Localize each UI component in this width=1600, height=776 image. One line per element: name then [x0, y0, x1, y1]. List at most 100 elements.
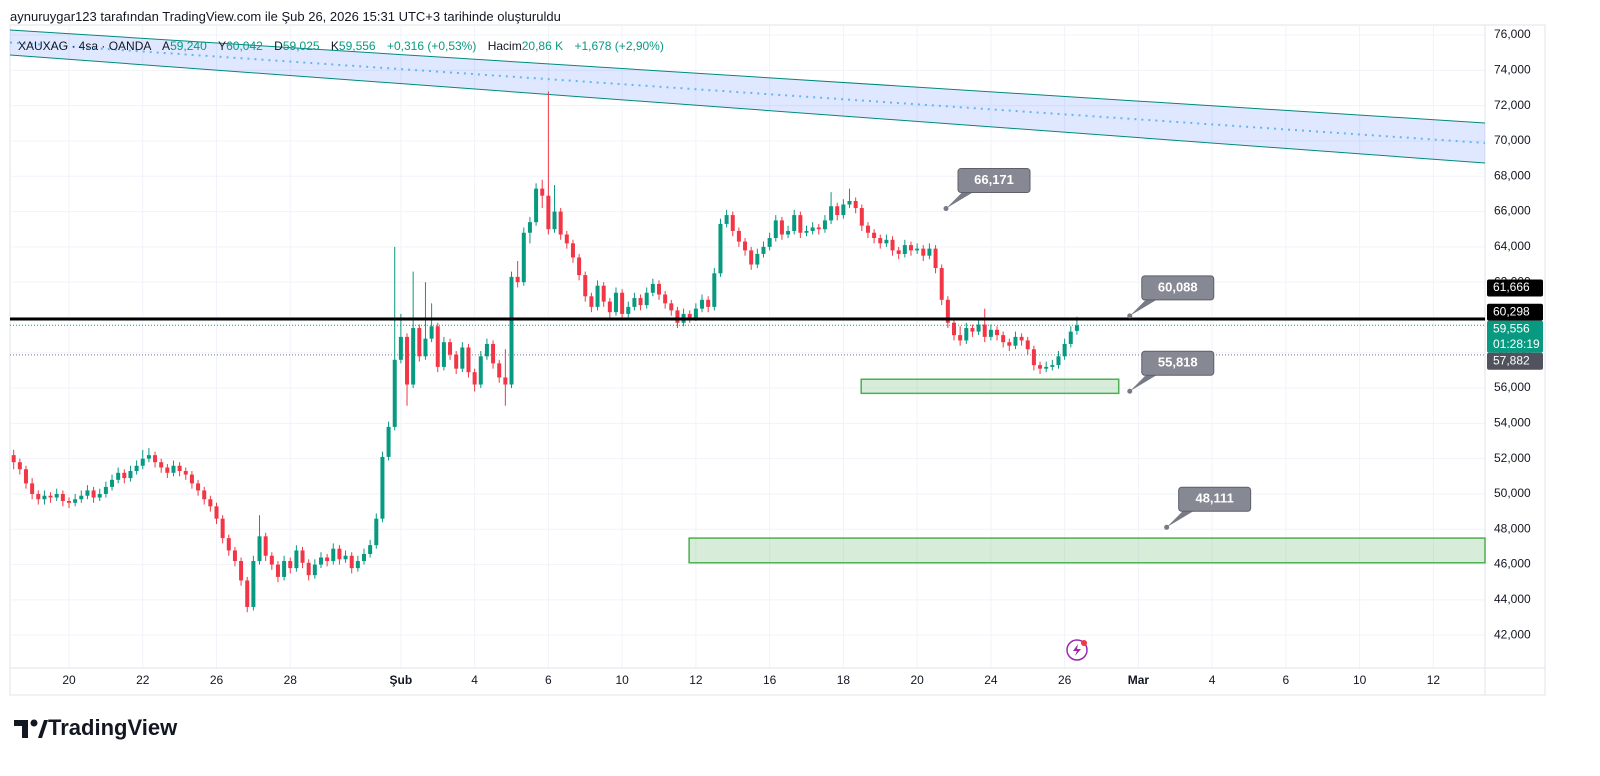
y-tick-label: 50,000 [1494, 486, 1531, 500]
candle-body [792, 215, 797, 231]
plot: 42,000 44,000 46,000 48,000 50,000 52,000 54,0… [9, 25, 1545, 695]
candle-body [251, 561, 256, 607]
y-tick-label: 48,000 [1494, 521, 1531, 535]
candle-body [650, 283, 655, 293]
candle-body [423, 338, 428, 357]
candle-body [718, 223, 723, 274]
candle-body [1056, 356, 1061, 366]
candle-body [669, 303, 674, 311]
candle-body [835, 206, 840, 216]
price-badge-label: 59,556 [1493, 321, 1530, 335]
candle-body [306, 562, 311, 576]
note-anchor [1127, 313, 1133, 319]
candle-body [312, 564, 317, 576]
candle-body [552, 211, 557, 230]
candle-body [343, 555, 348, 560]
note-label: 66,171 [974, 172, 1014, 187]
y-tick-label: 72,000 [1494, 98, 1531, 112]
candle-body [30, 483, 35, 494]
price-badge [1487, 352, 1543, 370]
candle-body [577, 257, 582, 276]
note-label: 55,818 [1158, 355, 1198, 370]
candle-body [995, 329, 1000, 336]
y-tick-label: 42,000 [1494, 627, 1531, 641]
candle-body [1025, 340, 1030, 350]
candle-body [448, 342, 453, 355]
candle-body [380, 456, 385, 519]
candle-body [540, 188, 545, 196]
candle-body [798, 215, 803, 233]
candle-body [632, 298, 637, 307]
alert-icon [1066, 639, 1088, 661]
y-tick-label: 44,000 [1494, 592, 1531, 606]
candle-body [466, 347, 471, 373]
candle-body [103, 486, 108, 494]
candle-body [804, 230, 809, 233]
candle-body [915, 248, 920, 251]
legend-value: 20,86 K [521, 39, 564, 53]
candle-body [515, 276, 520, 283]
x-tick-label: 6 [545, 673, 552, 687]
y-tick-label: 52,000 [1494, 451, 1531, 465]
candle-body [11, 455, 16, 463]
candle-body [693, 308, 698, 318]
candle-body [54, 493, 59, 498]
candle-body [325, 557, 330, 562]
candle-body [97, 493, 102, 498]
price-badge-label: 60,298 [1493, 304, 1530, 318]
candle-body [939, 268, 944, 300]
price-badge [1487, 320, 1543, 353]
candle-body [908, 245, 913, 251]
candle-body [779, 220, 784, 235]
x-tick-label: 12 [1427, 673, 1441, 687]
note-label: 48,111 [1195, 491, 1233, 506]
channel-line [9, 29, 1486, 124]
channel-line [9, 54, 1486, 164]
candle-body [17, 462, 22, 470]
candle-body [1044, 366, 1049, 369]
candle-body [509, 276, 514, 385]
candle-body [48, 495, 53, 498]
candle-body [454, 354, 459, 369]
candle-body [952, 322, 956, 336]
channel-band [10, 29, 1485, 164]
candle-body [927, 248, 932, 256]
candle-body [503, 377, 508, 385]
candle-body [411, 328, 416, 385]
x-tick-label: 24 [984, 673, 998, 687]
candle-body [177, 465, 182, 472]
candle-body [91, 490, 96, 498]
candle-body [884, 239, 889, 244]
candle-body [165, 467, 170, 473]
candle-body [933, 248, 938, 269]
note-tail [1129, 297, 1160, 316]
candle-body [706, 299, 711, 307]
symbol: XAUXAG · 4sa · OANDA [18, 39, 151, 53]
candle-body [724, 215, 729, 224]
candle-body [60, 493, 65, 502]
note-anchor [1164, 524, 1170, 530]
candle-body [982, 324, 987, 337]
candle-body [767, 238, 772, 247]
channel-midline [9, 41, 1486, 144]
candle-body [1050, 365, 1055, 367]
candle-body [79, 495, 84, 500]
legend-key: K [330, 39, 339, 53]
candle-body [853, 200, 858, 209]
note-tail [1166, 509, 1197, 528]
candle-body [638, 298, 643, 306]
candle-body [257, 536, 262, 562]
candle-body [128, 471, 133, 479]
candle-body [183, 471, 188, 475]
candle-body [405, 336, 410, 385]
candle-body [970, 328, 975, 332]
candle-body [153, 455, 158, 463]
candle-body [1019, 336, 1024, 341]
candle-body [613, 292, 618, 313]
candle-body [841, 204, 846, 216]
chart-frame [9, 24, 1546, 696]
candle-body [300, 550, 305, 563]
y-tick-label: 56,000 [1494, 380, 1531, 394]
price-countdown: 01:28:19 [1493, 337, 1540, 351]
x-tick-label: 4 [1209, 673, 1216, 687]
